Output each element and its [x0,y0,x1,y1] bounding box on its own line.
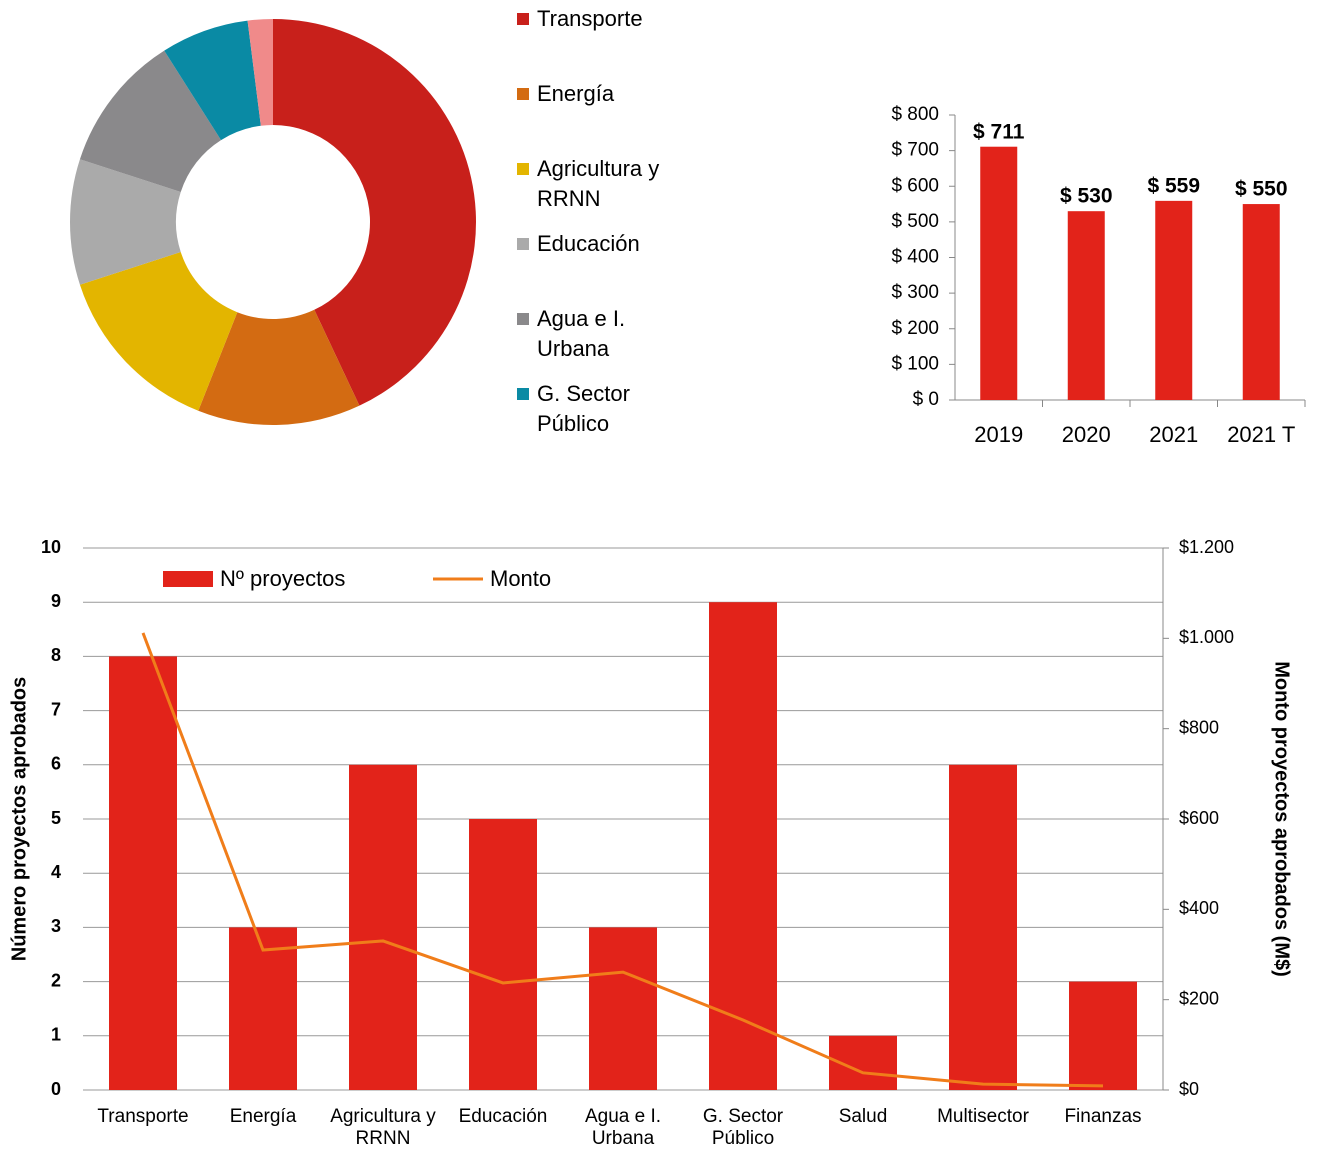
bar [1067,211,1105,400]
bar [1069,981,1137,1090]
y2-tick-label: $800 [1179,717,1219,737]
x-tick-label: Agua e I. Urbana [584,1106,662,1149]
x-tick-label: Energía [229,1106,297,1127]
x-tick-label: 2019 [974,422,1023,447]
x-tick-label: Finanzas [1064,1106,1142,1127]
value-label: $ 530 [1060,185,1113,208]
donut-slice [198,309,360,425]
y-tick-label: 1 [51,1025,61,1045]
x-tick-label: 2020 [1062,422,1111,447]
y-tick-label: 5 [51,808,61,828]
x-tick-label: Multisector [937,1106,1029,1127]
donut-slice [79,50,222,193]
y-tick-label: 2 [51,970,61,990]
y-tick-label: $ 700 [891,140,939,161]
y2-tick-label: $400 [1179,898,1219,918]
bar [229,927,297,1090]
bar [1155,200,1193,400]
y2-axis-title: Monto proyectos aprobados (M$) [1271,661,1293,977]
y-tick-label: $ 300 [891,282,939,303]
y-axis-title: Número proyectos aprobados [8,677,30,962]
legend-label: Transporte [537,6,643,31]
bar [709,602,777,1090]
legend-swatch [517,88,529,100]
y-tick-label: 8 [51,645,61,665]
y2-tick-label: $600 [1179,808,1219,828]
y-tick-label: $ 400 [891,247,939,268]
legend-swatch [517,13,529,25]
y-tick-label: 6 [51,754,61,774]
donut-slice [273,19,477,406]
legend-swatch [517,388,529,400]
donut-slice [79,251,238,411]
bar [349,764,417,1090]
y2-tick-label: $1.200 [1179,537,1234,557]
x-tick-label: Salud [838,1106,888,1127]
x-tick-label: Educación [458,1106,548,1127]
y-tick-label: $ 600 [891,175,939,196]
y-tick-label: $ 500 [891,211,939,232]
y2-tick-label: $200 [1179,988,1219,1008]
y-tick-label: 0 [51,1079,61,1099]
y2-tick-label: $1.000 [1179,627,1234,647]
legend-swatch [517,238,529,250]
line-series [141,632,1104,1088]
value-label: $ 711 [973,120,1025,143]
legend-label: Agua e I. Urbana [537,306,626,361]
legend-label: G. Sector Público [537,381,630,436]
y-tick-label: 7 [51,699,61,719]
legend-label: Monto [490,566,551,591]
y-tick-label: $ 800 [891,104,939,125]
x-tick-label: 2021 T [1227,422,1295,447]
bar [109,656,177,1090]
x-tick-label: Transporte [97,1106,189,1127]
y-tick-label: $ 100 [891,353,939,374]
bar [980,146,1018,400]
value-label: $ 550 [1235,178,1288,201]
y-tick-label: 9 [51,591,61,611]
x-tick-label: 2021 [1149,422,1198,447]
legend-swatch [163,571,213,587]
donut-slice [247,19,273,126]
legend-swatch [517,313,529,325]
value-label: $ 559 [1147,174,1200,197]
legend-swatch [517,163,529,175]
y-tick-label: 10 [41,537,61,557]
legend-label: Agricultura y RRNN [537,156,660,211]
bar [1242,204,1280,400]
bar [469,819,537,1090]
bar [949,764,1017,1090]
donut-slice [164,20,261,141]
legend-label: Nº proyectos [220,566,345,591]
y-tick-label: $ 200 [891,318,939,339]
donut-slice [70,159,181,285]
legend-label: Educación [537,231,640,256]
y-tick-label: 3 [51,916,61,936]
y-tick-label: 4 [51,862,61,882]
x-tick-label: G. Sector Público [702,1106,784,1149]
y2-tick-label: $0 [1179,1079,1199,1099]
y-tick-label: $ 0 [913,389,939,410]
x-tick-label: Agricultura y RRNN [330,1106,436,1149]
bar [589,927,657,1090]
legend-label: Energía [537,81,615,106]
